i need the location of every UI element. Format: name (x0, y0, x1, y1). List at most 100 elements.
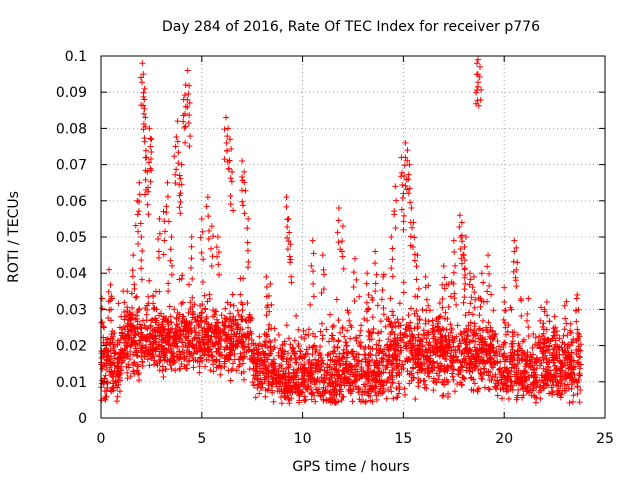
data-point (515, 386, 522, 393)
data-point (397, 330, 404, 337)
data-point (344, 354, 351, 361)
data-point (331, 389, 338, 396)
data-point (478, 371, 485, 378)
data-point (373, 396, 380, 403)
data-point (351, 356, 358, 363)
data-point (208, 245, 215, 252)
data-point (239, 157, 246, 164)
data-point (454, 322, 461, 329)
data-point (424, 369, 431, 376)
data-point (293, 312, 300, 319)
data-point (399, 316, 406, 323)
data-point (204, 345, 211, 352)
data-point (275, 352, 282, 359)
data-point (139, 359, 146, 366)
data-point (189, 354, 196, 361)
data-point (331, 348, 338, 355)
data-point (503, 356, 510, 363)
data-point (350, 269, 357, 276)
data-point (215, 326, 222, 333)
data-point (532, 399, 539, 406)
data-point (442, 309, 449, 316)
data-point (323, 371, 330, 378)
data-point (574, 330, 581, 337)
data-point (362, 356, 369, 363)
data-point (385, 357, 392, 364)
data-point (223, 337, 230, 344)
data-point (124, 375, 131, 382)
data-point (151, 305, 158, 312)
data-point (244, 225, 251, 232)
data-point (280, 387, 287, 394)
data-point (169, 262, 175, 269)
data-point (191, 325, 198, 332)
data-point (190, 364, 197, 371)
data-point (488, 363, 495, 370)
data-point (250, 359, 257, 366)
data-point (213, 244, 220, 251)
data-point (185, 340, 192, 347)
data-point (368, 336, 375, 343)
data-point (260, 350, 267, 357)
data-point (422, 317, 429, 324)
data-point (404, 357, 411, 364)
data-point (241, 210, 248, 217)
data-point (343, 380, 350, 387)
data-point (503, 368, 510, 375)
data-point (177, 199, 184, 206)
data-point (263, 304, 270, 311)
data-point (553, 365, 560, 372)
data-point (176, 348, 183, 355)
data-point (503, 331, 510, 338)
data-point (411, 234, 418, 241)
data-point (394, 316, 401, 323)
data-point (117, 370, 124, 377)
data-point (330, 322, 337, 329)
data-point (171, 352, 178, 359)
data-point (132, 294, 139, 301)
data-point (550, 325, 557, 332)
data-point (449, 373, 456, 380)
data-point (195, 322, 202, 329)
data-point (383, 395, 390, 402)
data-point (239, 307, 246, 314)
data-point (352, 383, 359, 390)
data-point (461, 244, 468, 251)
data-point (139, 79, 146, 86)
data-point (310, 293, 317, 300)
data-point (411, 257, 418, 264)
data-point (389, 308, 396, 315)
data-point (532, 334, 539, 341)
data-point (104, 379, 111, 386)
data-point (572, 376, 579, 383)
data-point (288, 375, 295, 382)
data-point (197, 302, 204, 309)
data-point (476, 312, 483, 319)
y-tick-label: 0.09 (56, 85, 87, 101)
data-point (266, 350, 273, 357)
data-point (223, 140, 230, 147)
data-point (467, 374, 474, 381)
data-point (387, 384, 394, 391)
data-point (107, 387, 114, 394)
data-point (479, 376, 486, 383)
data-point (511, 237, 518, 244)
data-point (155, 235, 162, 242)
data-point (319, 252, 326, 259)
data-point (329, 396, 336, 403)
data-point (473, 347, 480, 354)
data-point (184, 96, 191, 103)
data-point (130, 368, 137, 375)
data-point (512, 274, 519, 281)
data-point (262, 387, 269, 394)
data-point (128, 290, 135, 297)
data-point (227, 316, 234, 323)
data-point (124, 320, 131, 327)
data-point (499, 353, 506, 360)
data-point (343, 349, 350, 356)
data-point (234, 307, 241, 314)
y-axis-label: ROTI / TECUs (6, 191, 22, 283)
data-point (242, 334, 249, 341)
data-point (400, 190, 407, 197)
data-point (132, 222, 139, 229)
